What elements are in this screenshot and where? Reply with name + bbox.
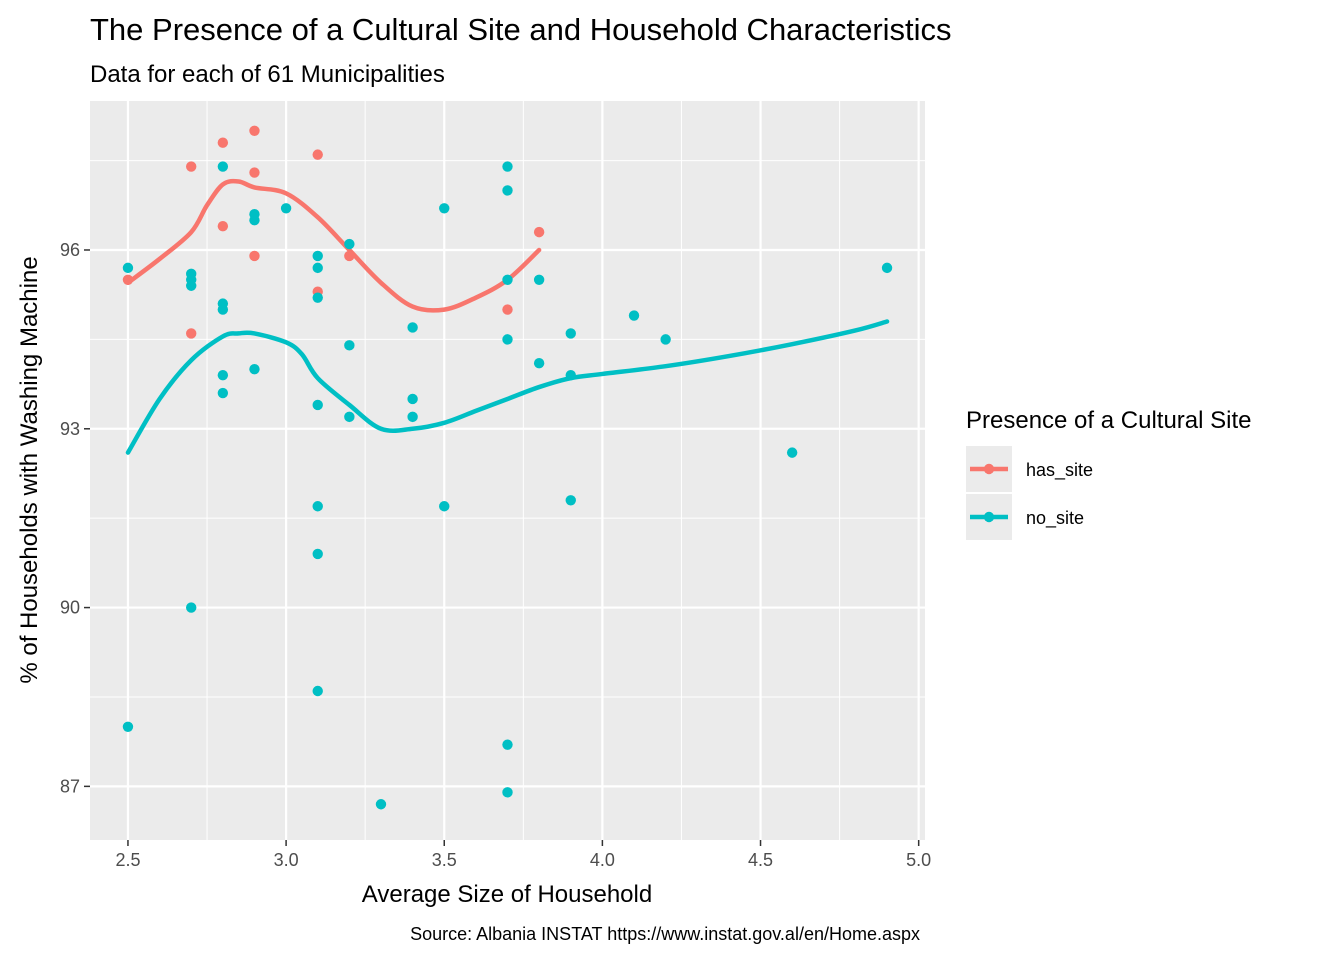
no_site-point [565,328,576,339]
no_site-point [217,304,229,315]
no_site-point [249,363,260,375]
no_site-point [312,399,323,411]
no_site-point [217,369,229,381]
no_site-point [439,203,450,214]
no_site-point [312,501,323,512]
legend-title: Presence of a Cultural Site [966,407,1251,434]
x-tick-label: 3.0 [274,850,299,870]
no_site-point [344,238,355,250]
x-tick-label: 5.0 [906,850,931,870]
legend-label-no_site: no_site [1026,508,1084,529]
no_site-point [312,262,323,274]
legend-label-has_site: has_site [1026,460,1093,481]
no_site-point [502,739,513,750]
no_site-point [217,387,229,399]
legend-keys: has_site no_site [966,446,1093,540]
no_site-point [344,340,355,351]
no_site-point [312,548,323,560]
plot-panel [90,101,925,840]
grid-minor [90,101,925,840]
legend-point-has_site [983,463,995,475]
y-axis-label: % of Households with Washing Machine [16,256,43,683]
has_site-point [502,304,513,315]
no_site-point [565,369,576,381]
no_site-point [786,447,798,458]
has_site-point [249,250,260,262]
chart-caption: Source: Albania INSTAT https://www.insta… [410,924,920,944]
no_site-point [407,322,418,333]
has_site-point [249,167,260,178]
y-tick-label: 87 [60,776,80,796]
x-axis-label: Average Size of Household [362,881,652,908]
no_site-point [280,203,292,214]
chart-title: The Presence of a Cultural Site and Hous… [90,12,952,47]
chart-subtitle: Data for each of 61 Municipalities [90,61,445,88]
no_site-point [312,292,323,303]
has_site-point [217,137,229,148]
has_site-smooth-line [125,178,542,313]
has_site-point [122,274,134,285]
grid-major [90,101,925,840]
no_site-point [628,310,640,321]
no_site-point [533,358,545,369]
no_site-point [502,161,513,172]
no_site-point [502,185,513,196]
has_site-point [249,125,260,136]
has_site-point [217,220,229,232]
has_site-point [312,149,323,160]
no_site-point [502,334,513,345]
smooth-lines [125,178,890,455]
no_site-point [660,334,671,345]
no_site-point [565,495,576,506]
legend-point-no_site [983,511,995,523]
no_site-point [122,721,134,732]
y-tick-label: 90 [60,598,80,618]
no_site-point [533,274,545,285]
no_site-point [407,393,418,405]
x-tick-label: 3.5 [432,850,457,870]
x-tick-label: 4.0 [590,850,615,870]
x-tick-label: 4.5 [748,850,773,870]
no_site-point [881,262,893,274]
x-tick-label: 2.5 [115,850,140,870]
y-tick-label: 93 [60,419,80,439]
no_site-point [249,214,260,226]
no_site-point [407,411,418,423]
has_site-point [533,226,545,238]
no_site-point [217,161,229,172]
no_site-point [375,799,387,810]
no_site-point [186,280,197,291]
data-points [122,125,893,810]
y-tick-label: 96 [60,240,80,260]
no_site-point [502,787,513,798]
no_site-point [122,262,134,274]
x-axis: 2.5 3.0 3.5 4.0 4.5 5.0 [115,840,931,870]
no_site-point [439,501,450,512]
legend: Presence of a Cultural Site has_site no_s… [966,407,1251,540]
has_site-point [186,161,197,172]
no_site-point [312,250,323,262]
no_site-smooth-line [125,319,890,455]
has_site-point [186,328,197,339]
no_site-point [344,411,355,423]
no_site-point [186,602,197,613]
has_site-point [344,250,355,262]
y-axis: 87 90 93 96 [60,240,90,796]
no_site-point [502,274,513,285]
no_site-point [312,685,323,697]
